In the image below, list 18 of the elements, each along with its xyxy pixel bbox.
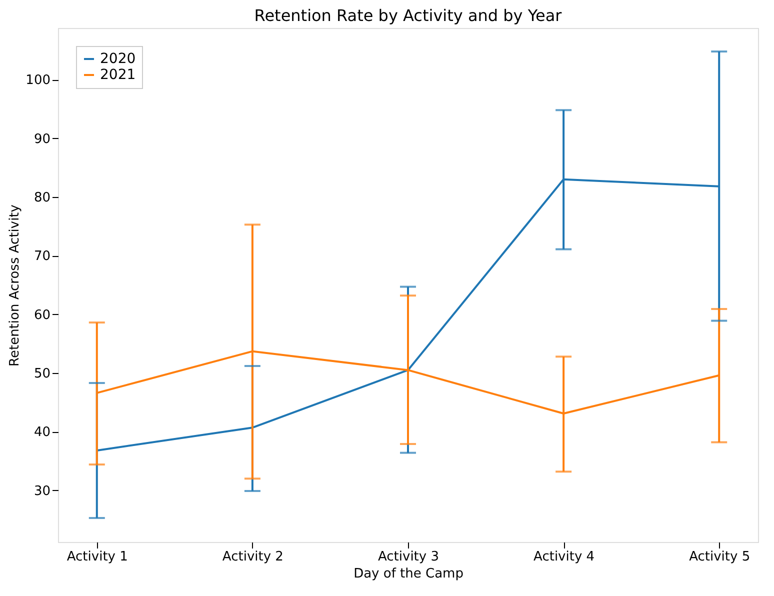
y-tick-label: 70 [34, 249, 50, 264]
y-tick-label: 30 [34, 484, 50, 499]
x-tick-label: Activity 1 [66, 550, 128, 564]
y-tick-label: 50 [34, 366, 50, 382]
x-tick-label: Activity 3 [378, 550, 440, 564]
y-tick-label: 100 [26, 73, 50, 88]
y-tick-label: 60 [34, 308, 50, 323]
chart-title: Retention Rate by Activity and by Year [254, 6, 562, 25]
y-tick-label: 40 [34, 425, 50, 440]
legend-label: 2021 [100, 67, 136, 83]
y-axis-title: Retention Across Activity [8, 204, 23, 366]
x-tick-label: Activity 2 [222, 550, 284, 564]
y-tick-label: 80 [34, 190, 50, 206]
x-tick-label: Activity 4 [534, 550, 595, 564]
y-tick-label: 90 [34, 132, 50, 147]
x-axis-title: Day of the Camp [354, 566, 464, 582]
x-tick-label: Activity 5 [689, 550, 750, 564]
legend-label: 2020 [100, 51, 136, 67]
